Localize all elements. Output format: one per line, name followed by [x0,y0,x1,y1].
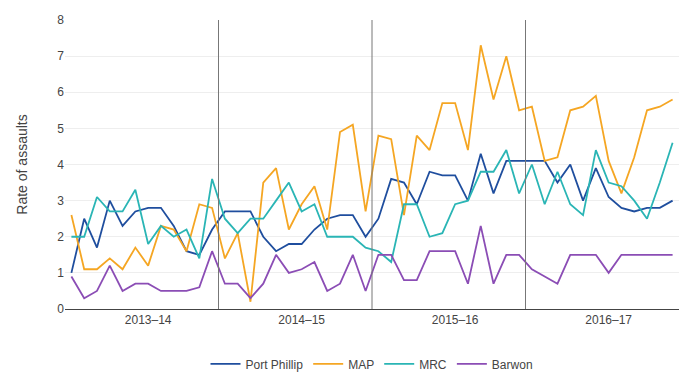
svg-text:5: 5 [57,122,64,136]
svg-text:2015–16: 2015–16 [432,313,479,327]
svg-text:6: 6 [57,85,64,99]
svg-text:7: 7 [57,49,64,63]
svg-text:8: 8 [57,13,64,27]
svg-text:2016–17: 2016–17 [585,313,632,327]
svg-text:2013–14: 2013–14 [125,313,172,327]
svg-text:Barwon: Barwon [492,358,533,372]
svg-text:4: 4 [57,158,64,172]
svg-text:Rate of assaults: Rate of assaults [14,114,30,214]
svg-text:3: 3 [57,194,64,208]
svg-text:2: 2 [57,230,64,244]
svg-text:1: 1 [57,266,64,280]
svg-text:MRC: MRC [419,358,447,372]
svg-text:0: 0 [57,302,64,316]
svg-text:Port Phillip: Port Phillip [246,358,304,372]
svg-text:MAP: MAP [348,358,374,372]
svg-text:2014–15: 2014–15 [278,313,325,327]
